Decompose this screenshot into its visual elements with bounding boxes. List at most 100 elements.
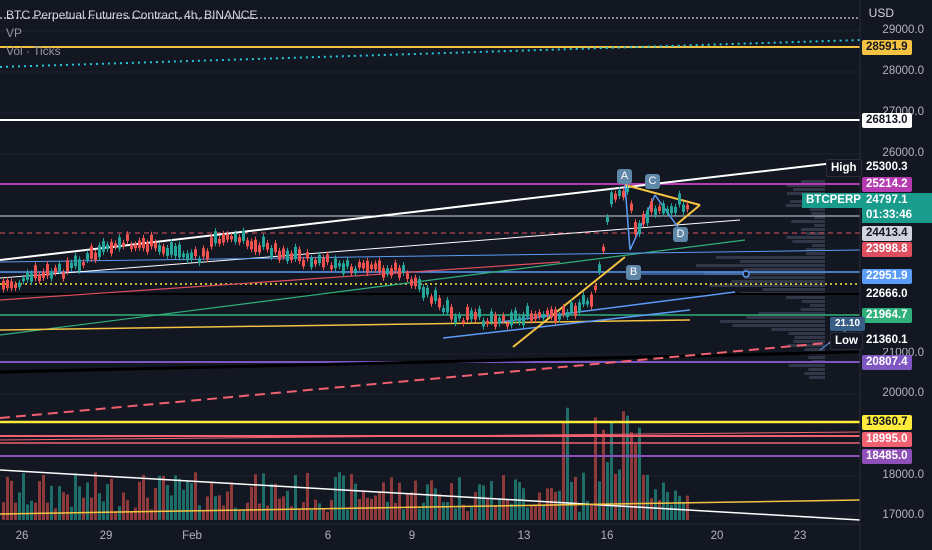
- profile-bar: [793, 340, 825, 343]
- candle: [394, 262, 397, 271]
- low-tag: Low: [830, 332, 863, 350]
- profile-bar: [809, 208, 825, 211]
- price-level-label[interactable]: 24413.4: [862, 226, 912, 241]
- point-b-label[interactable]: B: [626, 265, 641, 280]
- price-level-label[interactable]: 20807.4: [862, 355, 912, 370]
- point-a-label[interactable]: A: [617, 169, 632, 184]
- volume-bar: [426, 484, 429, 520]
- volume-bar: [506, 499, 509, 520]
- candle: [502, 315, 505, 321]
- point-d-label[interactable]: D: [673, 227, 688, 242]
- price-level-label[interactable]: 22666.0: [862, 287, 912, 302]
- volume-bar: [418, 508, 421, 520]
- volume-bar: [402, 509, 405, 520]
- candle: [86, 253, 89, 261]
- profile-bar: [720, 320, 825, 323]
- volume-bar: [414, 480, 417, 520]
- volume-bar: [682, 501, 685, 520]
- time-tick: 13: [517, 530, 531, 542]
- candle: [506, 323, 509, 327]
- profile-bar: [709, 284, 825, 287]
- volume-bar: [194, 472, 197, 520]
- price-tick: 26000.0: [882, 147, 924, 159]
- profile-bar: [809, 376, 825, 379]
- candle: [118, 237, 121, 249]
- price-level-label[interactable]: 18995.0: [862, 432, 912, 447]
- price-level-label[interactable]: 21360.1: [862, 333, 912, 348]
- price-level-label[interactable]: 26813.0: [862, 113, 912, 128]
- candle: [618, 190, 621, 196]
- candle: [306, 252, 309, 259]
- volume-bar: [422, 502, 425, 520]
- volume-bar: [482, 485, 485, 520]
- candle: [406, 273, 409, 279]
- price-tick: 20000.0: [882, 387, 924, 399]
- symbol-title[interactable]: BTC Perpetual Futures Contract, 4h, BINA…: [6, 8, 258, 22]
- volume-bar: [6, 476, 9, 520]
- volume-bar: [354, 483, 357, 520]
- point-c-label[interactable]: C: [645, 174, 660, 189]
- volume-bar: [58, 486, 61, 520]
- price-level-label[interactable]: 25300.3: [862, 160, 912, 175]
- price-level-label[interactable]: 19360.7: [862, 415, 912, 430]
- vol-indicator[interactable]: Vol · Ticks: [6, 44, 61, 58]
- candle: [562, 306, 565, 315]
- volume-bar: [258, 503, 261, 520]
- price-level-label[interactable]: 23998.8: [862, 242, 912, 257]
- time-tick: 26: [15, 530, 29, 542]
- price-level-label[interactable]: 21964.7: [862, 308, 912, 323]
- volume-bar: [110, 478, 113, 520]
- price-tick: 17000.0: [882, 509, 924, 521]
- candle: [570, 302, 573, 313]
- volume-bar: [494, 504, 497, 520]
- price-level-label[interactable]: 25214.2: [862, 177, 912, 192]
- candle: [370, 264, 373, 270]
- candle: [378, 260, 381, 272]
- volume-bar: [290, 506, 293, 520]
- time-tick: 6: [324, 530, 332, 542]
- volume-bar: [210, 482, 213, 520]
- candle: [490, 311, 493, 323]
- candle: [582, 295, 585, 305]
- volume-bar: [94, 472, 97, 520]
- candle: [666, 208, 669, 214]
- volume-bar: [78, 486, 81, 520]
- candle: [422, 287, 425, 298]
- candle: [594, 285, 597, 290]
- volume-bar: [670, 504, 673, 520]
- candle: [142, 237, 145, 249]
- volume-bar: [490, 481, 493, 520]
- candle: [454, 316, 457, 324]
- volume-bar: [54, 508, 57, 520]
- profile-bar: [715, 256, 825, 259]
- currency-label[interactable]: USD: [868, 6, 894, 20]
- volume-bar: [566, 407, 569, 520]
- candle: [154, 242, 157, 249]
- price-level-label[interactable]: 22951.9: [862, 269, 912, 284]
- candle: [266, 243, 269, 250]
- volume-bar: [366, 497, 369, 520]
- candle: [410, 279, 413, 286]
- candle: [138, 240, 141, 248]
- candle: [322, 257, 325, 268]
- candle: [514, 310, 517, 321]
- candle: [206, 251, 209, 260]
- candle: [430, 296, 433, 304]
- volume-bar: [678, 495, 681, 520]
- volume-bar: [174, 475, 177, 520]
- candle: [346, 260, 349, 267]
- volume-bar: [526, 507, 529, 520]
- candle: [10, 281, 13, 289]
- profile-bar: [800, 308, 825, 311]
- anchor-point[interactable]: [742, 270, 750, 278]
- profile-bar: [814, 224, 825, 227]
- volume-bar: [502, 475, 505, 520]
- volume-bar: [18, 492, 21, 520]
- profile-bar: [743, 268, 825, 271]
- price-level-label[interactable]: 18485.0: [862, 449, 912, 464]
- vp-indicator[interactable]: VP: [6, 26, 23, 40]
- volume-bar: [186, 480, 189, 520]
- candle: [458, 315, 461, 319]
- price-level-label[interactable]: 28591.9: [862, 40, 912, 55]
